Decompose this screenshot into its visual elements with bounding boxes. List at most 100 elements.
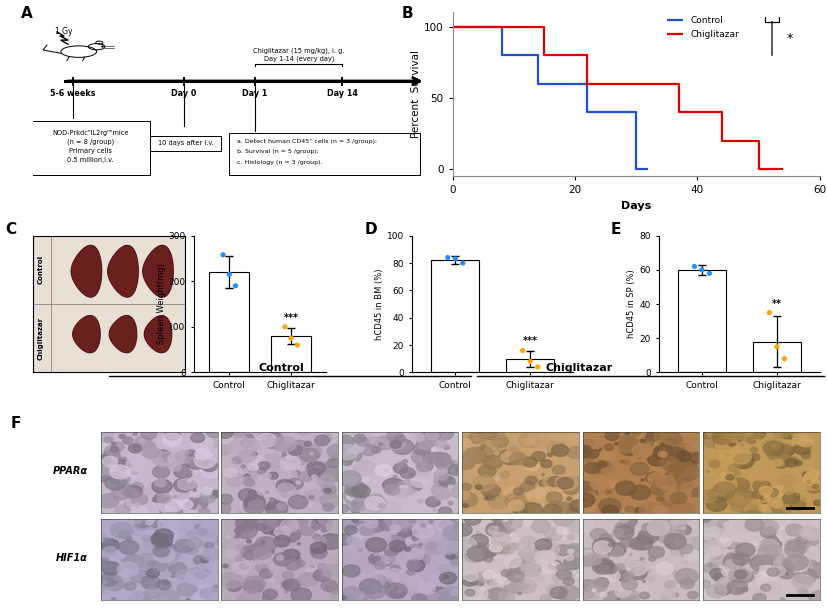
Circle shape bbox=[724, 559, 740, 570]
Circle shape bbox=[580, 435, 602, 450]
Circle shape bbox=[162, 581, 169, 585]
Circle shape bbox=[272, 480, 284, 489]
Circle shape bbox=[518, 583, 528, 589]
Circle shape bbox=[785, 524, 802, 536]
Circle shape bbox=[446, 553, 455, 559]
Circle shape bbox=[734, 568, 739, 571]
Circle shape bbox=[664, 495, 667, 497]
Circle shape bbox=[465, 574, 482, 586]
Circle shape bbox=[429, 432, 440, 439]
Circle shape bbox=[371, 447, 380, 453]
Circle shape bbox=[354, 508, 358, 511]
Circle shape bbox=[310, 542, 326, 553]
Circle shape bbox=[187, 531, 197, 537]
Circle shape bbox=[187, 480, 191, 482]
Circle shape bbox=[712, 535, 715, 537]
Control bbox=[533, 80, 543, 88]
Circle shape bbox=[587, 587, 604, 599]
Circle shape bbox=[319, 494, 340, 507]
Circle shape bbox=[420, 455, 435, 466]
Polygon shape bbox=[144, 316, 171, 353]
Circle shape bbox=[515, 541, 531, 552]
Circle shape bbox=[759, 527, 775, 538]
Circle shape bbox=[668, 517, 686, 529]
Circle shape bbox=[695, 518, 716, 533]
Circle shape bbox=[516, 438, 523, 442]
Circle shape bbox=[160, 589, 167, 594]
Circle shape bbox=[559, 484, 581, 499]
Circle shape bbox=[270, 563, 286, 575]
Circle shape bbox=[276, 483, 295, 496]
Circle shape bbox=[772, 460, 782, 466]
Circle shape bbox=[437, 427, 457, 440]
Circle shape bbox=[413, 443, 430, 455]
Circle shape bbox=[340, 448, 361, 463]
Circle shape bbox=[729, 531, 743, 542]
Circle shape bbox=[552, 466, 565, 474]
Line: Chiglitazar: Chiglitazar bbox=[452, 26, 782, 169]
Circle shape bbox=[757, 545, 778, 560]
Circle shape bbox=[102, 487, 111, 493]
Circle shape bbox=[392, 515, 410, 528]
Circle shape bbox=[691, 488, 704, 496]
Circle shape bbox=[346, 497, 366, 512]
Circle shape bbox=[680, 479, 694, 489]
Circle shape bbox=[225, 589, 232, 593]
Circle shape bbox=[110, 523, 132, 538]
Circle shape bbox=[753, 590, 761, 595]
Circle shape bbox=[713, 556, 719, 560]
Circle shape bbox=[557, 527, 566, 534]
Circle shape bbox=[415, 554, 429, 564]
Circle shape bbox=[606, 543, 625, 556]
Circle shape bbox=[549, 587, 566, 599]
Circle shape bbox=[433, 435, 440, 439]
Circle shape bbox=[619, 442, 638, 455]
Circle shape bbox=[664, 581, 675, 588]
Circle shape bbox=[237, 597, 243, 602]
Circle shape bbox=[523, 438, 534, 445]
Circle shape bbox=[811, 521, 825, 530]
Circle shape bbox=[201, 433, 222, 448]
Circle shape bbox=[735, 566, 752, 578]
Circle shape bbox=[566, 447, 584, 458]
Circle shape bbox=[155, 479, 166, 487]
Circle shape bbox=[111, 487, 131, 500]
Circle shape bbox=[100, 573, 118, 586]
Circle shape bbox=[563, 547, 567, 550]
Circle shape bbox=[136, 553, 157, 568]
Circle shape bbox=[620, 516, 636, 527]
Circle shape bbox=[417, 526, 426, 532]
Circle shape bbox=[394, 587, 397, 589]
Circle shape bbox=[250, 456, 265, 467]
Circle shape bbox=[493, 573, 507, 583]
Control bbox=[630, 108, 640, 116]
Circle shape bbox=[483, 590, 495, 598]
Circle shape bbox=[274, 526, 290, 537]
Circle shape bbox=[247, 500, 265, 512]
Circle shape bbox=[291, 540, 294, 542]
Circle shape bbox=[457, 457, 471, 466]
Y-axis label: hCD45 in BM (%): hCD45 in BM (%) bbox=[375, 268, 384, 340]
Circle shape bbox=[375, 562, 385, 569]
Circle shape bbox=[782, 487, 793, 494]
Circle shape bbox=[484, 496, 490, 500]
Circle shape bbox=[382, 586, 385, 588]
Circle shape bbox=[584, 553, 600, 565]
Circle shape bbox=[351, 485, 370, 498]
Circle shape bbox=[520, 562, 535, 573]
Point bbox=[228, 281, 241, 291]
Circle shape bbox=[795, 547, 804, 553]
Text: F: F bbox=[11, 416, 21, 431]
Legend: Control, Chiglitazar: Control, Chiglitazar bbox=[663, 13, 741, 42]
Circle shape bbox=[368, 553, 385, 564]
Circle shape bbox=[522, 457, 536, 467]
Circle shape bbox=[686, 442, 698, 451]
Circle shape bbox=[436, 458, 452, 470]
Control bbox=[630, 165, 640, 173]
Circle shape bbox=[327, 458, 339, 468]
Bar bbox=[505, 359, 553, 373]
Circle shape bbox=[298, 428, 308, 436]
Circle shape bbox=[791, 434, 808, 445]
Circle shape bbox=[420, 523, 425, 527]
Circle shape bbox=[193, 567, 199, 572]
